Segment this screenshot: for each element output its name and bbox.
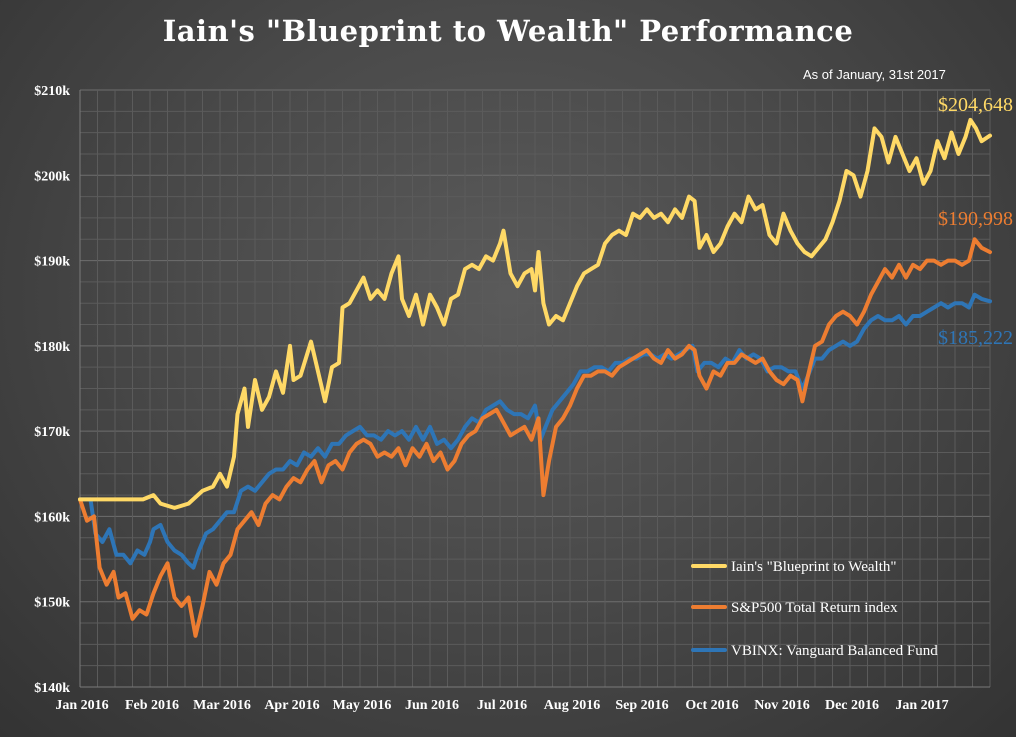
legend: Iain's "Blueprint to Wealth" S&P500 Total… xyxy=(691,559,938,659)
series-line xyxy=(78,117,992,510)
legend-label: S&P500 Total Return index xyxy=(731,600,898,616)
y-tick-label: $190k xyxy=(34,255,70,270)
grid xyxy=(79,89,991,688)
series-end-label: $185,222 xyxy=(938,327,1013,349)
series-end-label: $190,998 xyxy=(938,208,1013,230)
y-axis: $140k $150k $160k $170k $180k $190k $200k $210k xyxy=(34,84,70,696)
series-end-label: $204,648 xyxy=(938,94,1013,116)
y-tick-label: $170k xyxy=(34,425,70,440)
chart-title: Iain's "Blueprint to Wealth" Performance xyxy=(162,14,854,48)
legend-label: Iain's "Blueprint to Wealth" xyxy=(731,559,897,575)
series-line xyxy=(78,237,992,638)
x-tick-label: Oct 2016 xyxy=(685,698,738,713)
y-tick-label: $200k xyxy=(34,169,70,184)
x-tick-label: Dec 2016 xyxy=(825,698,879,713)
y-tick-label: $210k xyxy=(34,84,70,99)
y-tick-label: $160k xyxy=(34,510,70,525)
x-tick-label: Aug 2016 xyxy=(544,698,600,713)
x-tick-label: Apr 2016 xyxy=(264,698,319,713)
legend-label: VBINX: Vanguard Balanced Fund xyxy=(731,643,938,659)
x-tick-label: Nov 2016 xyxy=(754,698,810,713)
y-tick-label: $140k xyxy=(34,681,70,696)
x-tick-label: Mar 2016 xyxy=(193,698,251,713)
series-line xyxy=(78,292,992,570)
x-tick-label: May 2016 xyxy=(333,698,392,713)
x-tick-label: Jan 2016 xyxy=(55,698,108,713)
x-axis: Jan 2016 Feb 2016 Mar 2016 Apr 2016 May 2016… xyxy=(55,698,948,713)
chart-subtitle: As of January, 31st 2017 xyxy=(803,67,946,82)
series-lines xyxy=(78,117,992,638)
x-tick-label: Feb 2016 xyxy=(125,698,179,713)
x-tick-label: Jul 2016 xyxy=(477,698,527,713)
y-tick-label: $150k xyxy=(34,596,70,611)
x-tick-label: Jun 2016 xyxy=(405,698,459,713)
y-tick-label: $180k xyxy=(34,340,70,355)
end-labels: $204,648 $190,998 $185,222 xyxy=(938,94,1013,349)
x-tick-label: Sep 2016 xyxy=(615,698,668,713)
x-tick-label: Jan 2017 xyxy=(895,698,948,713)
